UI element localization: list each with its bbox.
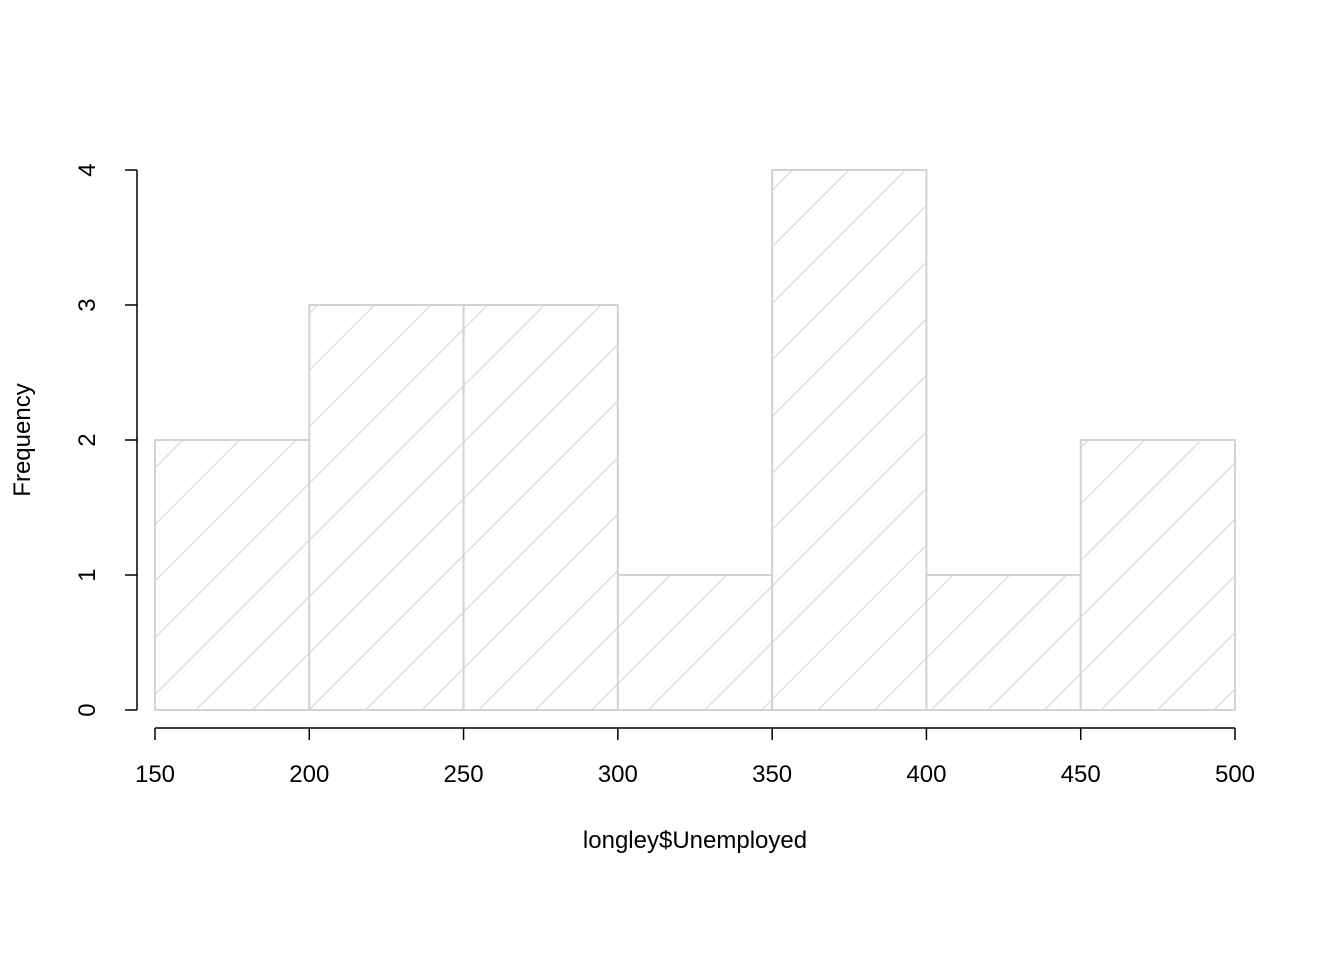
y-axis-label: Frequency [9, 383, 36, 496]
x-tick-label: 150 [135, 761, 175, 788]
x-tick-label: 500 [1215, 761, 1255, 788]
y-tick-label: 0 [74, 703, 101, 716]
y-tick-label: 2 [74, 433, 101, 446]
y-tick-label: 4 [74, 163, 101, 176]
x-tick-label: 400 [906, 761, 946, 788]
x-axis-label: longley$Unemployed [583, 827, 807, 854]
histogram-bar [155, 440, 309, 710]
x-tick-label: 200 [289, 761, 329, 788]
x-tick-label: 250 [444, 761, 484, 788]
histogram-bar [926, 575, 1080, 710]
x-tick-label: 300 [598, 761, 638, 788]
histogram-bar [618, 575, 772, 710]
histogram-bar [464, 305, 618, 710]
x-tick-label: 450 [1061, 761, 1101, 788]
histogram-bars [155, 170, 1235, 710]
y-axis: 0 1 2 3 4 Frequency [9, 163, 137, 716]
histogram-bar [1081, 440, 1235, 710]
y-tick-label: 1 [74, 568, 101, 581]
histogram-bar [772, 170, 926, 710]
histogram-chart: 150 200 250 300 350 400 450 500 longley$Unemploy… [0, 0, 1344, 960]
x-axis: 150 200 250 300 350 400 450 500 longley$Unemploy… [135, 728, 1255, 854]
y-tick-label: 3 [74, 298, 101, 311]
x-tick-label: 350 [752, 761, 792, 788]
histogram-bar [309, 305, 463, 710]
